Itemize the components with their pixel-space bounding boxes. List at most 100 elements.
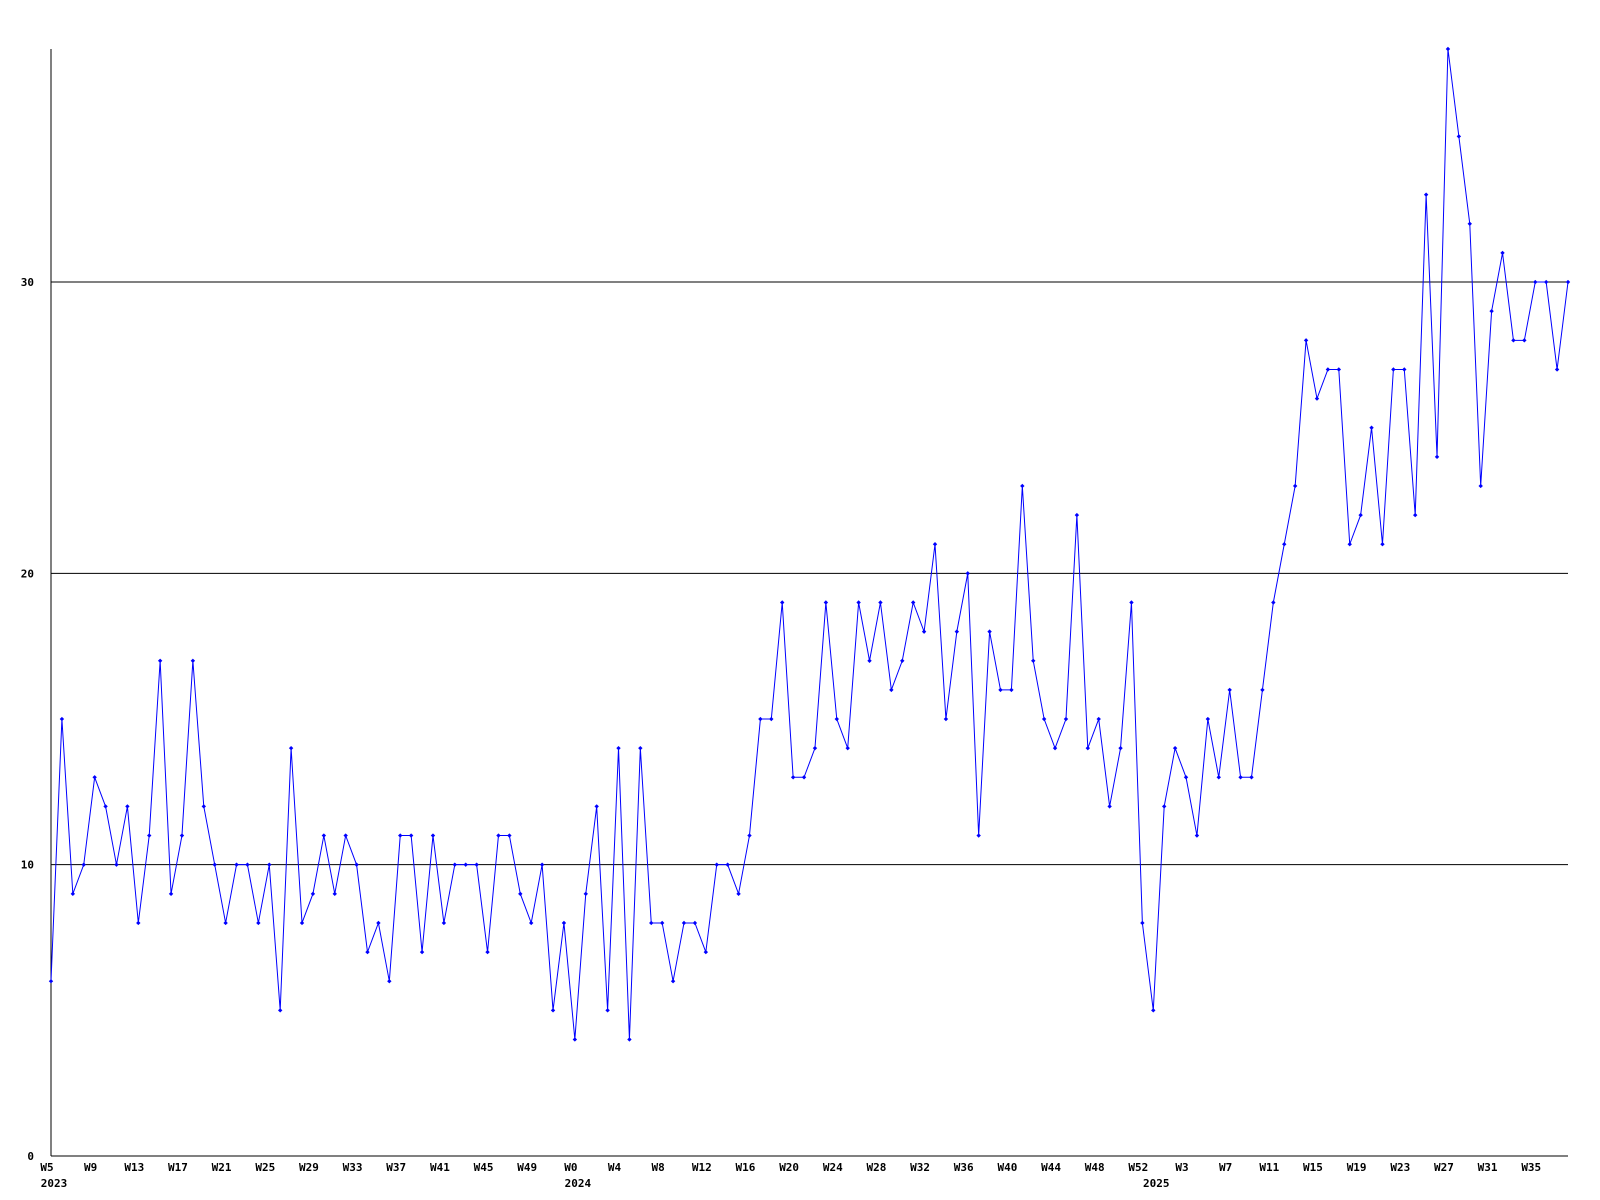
data-point [605, 1008, 610, 1013]
data-point [70, 891, 76, 897]
data-point [1434, 454, 1440, 460]
data-point [1456, 134, 1462, 139]
x-tick-label: W27 [1434, 1161, 1454, 1174]
data-point [1205, 716, 1211, 722]
x-tick-label: W52 [1128, 1161, 1148, 1174]
data-point [1336, 367, 1342, 372]
data-point [900, 658, 905, 663]
data-point [736, 891, 741, 897]
x-tick-label: W44 [1041, 1161, 1061, 1174]
data-point [59, 716, 65, 722]
data-point [1063, 716, 1069, 722]
data-point [1172, 745, 1178, 751]
data-point [1292, 483, 1298, 489]
data-point [365, 949, 370, 955]
x-tick-label: W25 [255, 1161, 275, 1174]
data-point [157, 658, 163, 663]
data-point [638, 745, 643, 751]
data-point [529, 920, 534, 926]
data-point [1380, 542, 1385, 547]
x-tick-label: W32 [910, 1161, 930, 1174]
data-point [932, 542, 938, 547]
data-point [310, 891, 316, 897]
data-line [50, 48, 1569, 1040]
data-point [998, 687, 1003, 693]
data-point [1227, 687, 1232, 693]
data-point [212, 862, 217, 867]
data-point [1423, 192, 1429, 197]
data-point [1467, 221, 1472, 226]
data-point [430, 833, 436, 838]
x-tick-label: W8 [652, 1161, 665, 1174]
data-point [1107, 804, 1112, 809]
data-point [223, 920, 228, 926]
data-point [1216, 775, 1221, 780]
data-point [1282, 542, 1287, 547]
data-point [1031, 658, 1036, 663]
data-point [1118, 745, 1123, 751]
data-point [561, 920, 567, 926]
data-point [1489, 308, 1494, 314]
data-point [692, 920, 698, 926]
data-point [1543, 279, 1549, 285]
x-tick-label: W20 [779, 1161, 799, 1174]
data-point [910, 600, 916, 605]
data-point [256, 920, 261, 926]
data-point [769, 716, 774, 722]
x-tick-label: W41 [430, 1161, 450, 1174]
data-point [627, 1037, 632, 1042]
y-tick-label: 0 [27, 1150, 34, 1163]
data-point [550, 1008, 556, 1013]
data-point [48, 979, 54, 984]
data-point [954, 629, 960, 634]
data-point [943, 716, 949, 722]
data-point [594, 804, 599, 809]
data-point [616, 745, 621, 751]
data-point [125, 804, 130, 809]
data-point [1161, 804, 1167, 809]
data-point [245, 862, 250, 867]
data-point [408, 833, 414, 838]
x-tick-label: W17 [168, 1161, 188, 1174]
data-point [267, 862, 272, 867]
x-tick-label: W37 [386, 1161, 406, 1174]
data-point [583, 891, 588, 897]
data-point [190, 658, 196, 663]
x-tick-label: W49 [517, 1161, 537, 1174]
data-point [1325, 367, 1331, 372]
data-point [1303, 338, 1309, 343]
data-point [398, 833, 403, 838]
x-tick-label: W24 [823, 1161, 843, 1174]
data-point [801, 775, 807, 780]
data-point [1052, 745, 1058, 751]
data-point [867, 658, 872, 663]
data-point [387, 979, 392, 984]
data-point [1565, 279, 1571, 285]
data-point [1413, 512, 1418, 518]
data-point [878, 600, 883, 605]
data-point [1238, 775, 1243, 780]
x-tick-label: W21 [212, 1161, 232, 1174]
data-point [790, 775, 796, 780]
data-point [518, 891, 523, 897]
x-tick-label: W28 [867, 1161, 887, 1174]
data-point [1194, 833, 1200, 838]
data-point [1020, 483, 1025, 489]
data-point [201, 804, 206, 809]
data-point [1140, 920, 1145, 926]
data-point [758, 716, 763, 722]
data-point [299, 920, 305, 926]
data-point [1074, 512, 1080, 518]
data-point [376, 920, 381, 926]
y-tick-label: 20 [21, 567, 34, 580]
data-point [780, 600, 785, 605]
data-point [1347, 542, 1352, 547]
year-label: 2023 [41, 1177, 68, 1190]
x-tick-label: W36 [954, 1161, 974, 1174]
data-point [1478, 483, 1483, 489]
data-point [441, 920, 447, 926]
data-point [114, 862, 119, 867]
x-tick-label: W40 [997, 1161, 1017, 1174]
data-point [1096, 716, 1101, 722]
